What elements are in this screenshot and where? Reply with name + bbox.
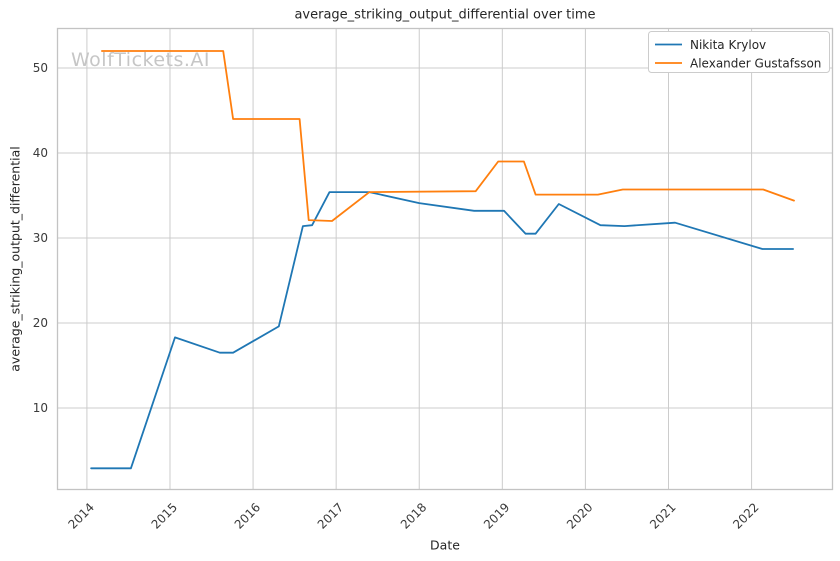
- chart-title: average_striking_output_differential ove…: [294, 7, 596, 23]
- x-tick-label: 2017: [315, 500, 346, 531]
- x-tick-label: 2018: [398, 500, 429, 531]
- x-tick-label: 2021: [647, 500, 678, 531]
- legend-label: Nikita Krylov: [690, 38, 766, 52]
- x-tick-label: 2022: [730, 500, 761, 531]
- x-tick-label: 2019: [481, 500, 512, 531]
- legend-item: Nikita Krylov: [655, 38, 766, 52]
- x-axis-label: Date: [430, 537, 460, 553]
- plot-border: [56, 27, 834, 491]
- series-line-nikita-krylov: [90, 191, 794, 470]
- grid: [57, 28, 833, 490]
- legend-label: Alexander Gustafsson: [690, 57, 821, 71]
- y-tick-label: 30: [33, 231, 48, 245]
- watermark: WolfTickets.AI: [71, 49, 210, 71]
- y-tick-label: 20: [33, 316, 48, 330]
- y-tick-label: 40: [33, 146, 48, 160]
- x-tick-label: 2014: [66, 500, 97, 531]
- x-tick-label: 2015: [149, 500, 180, 531]
- y-tick-label: 50: [33, 61, 48, 75]
- legend: Nikita Krylov Alexander Gustafsson: [648, 31, 830, 73]
- series-line-alexander-gustafsson: [101, 50, 795, 222]
- legend-box: [648, 31, 830, 73]
- x-tick-label: 2016: [232, 500, 263, 531]
- x-tick-label: 2020: [564, 500, 595, 531]
- y-tick-label: 10: [33, 401, 48, 415]
- legend-item: Alexander Gustafsson: [655, 57, 821, 71]
- y-axis-label: average_striking_output_differential: [7, 146, 23, 372]
